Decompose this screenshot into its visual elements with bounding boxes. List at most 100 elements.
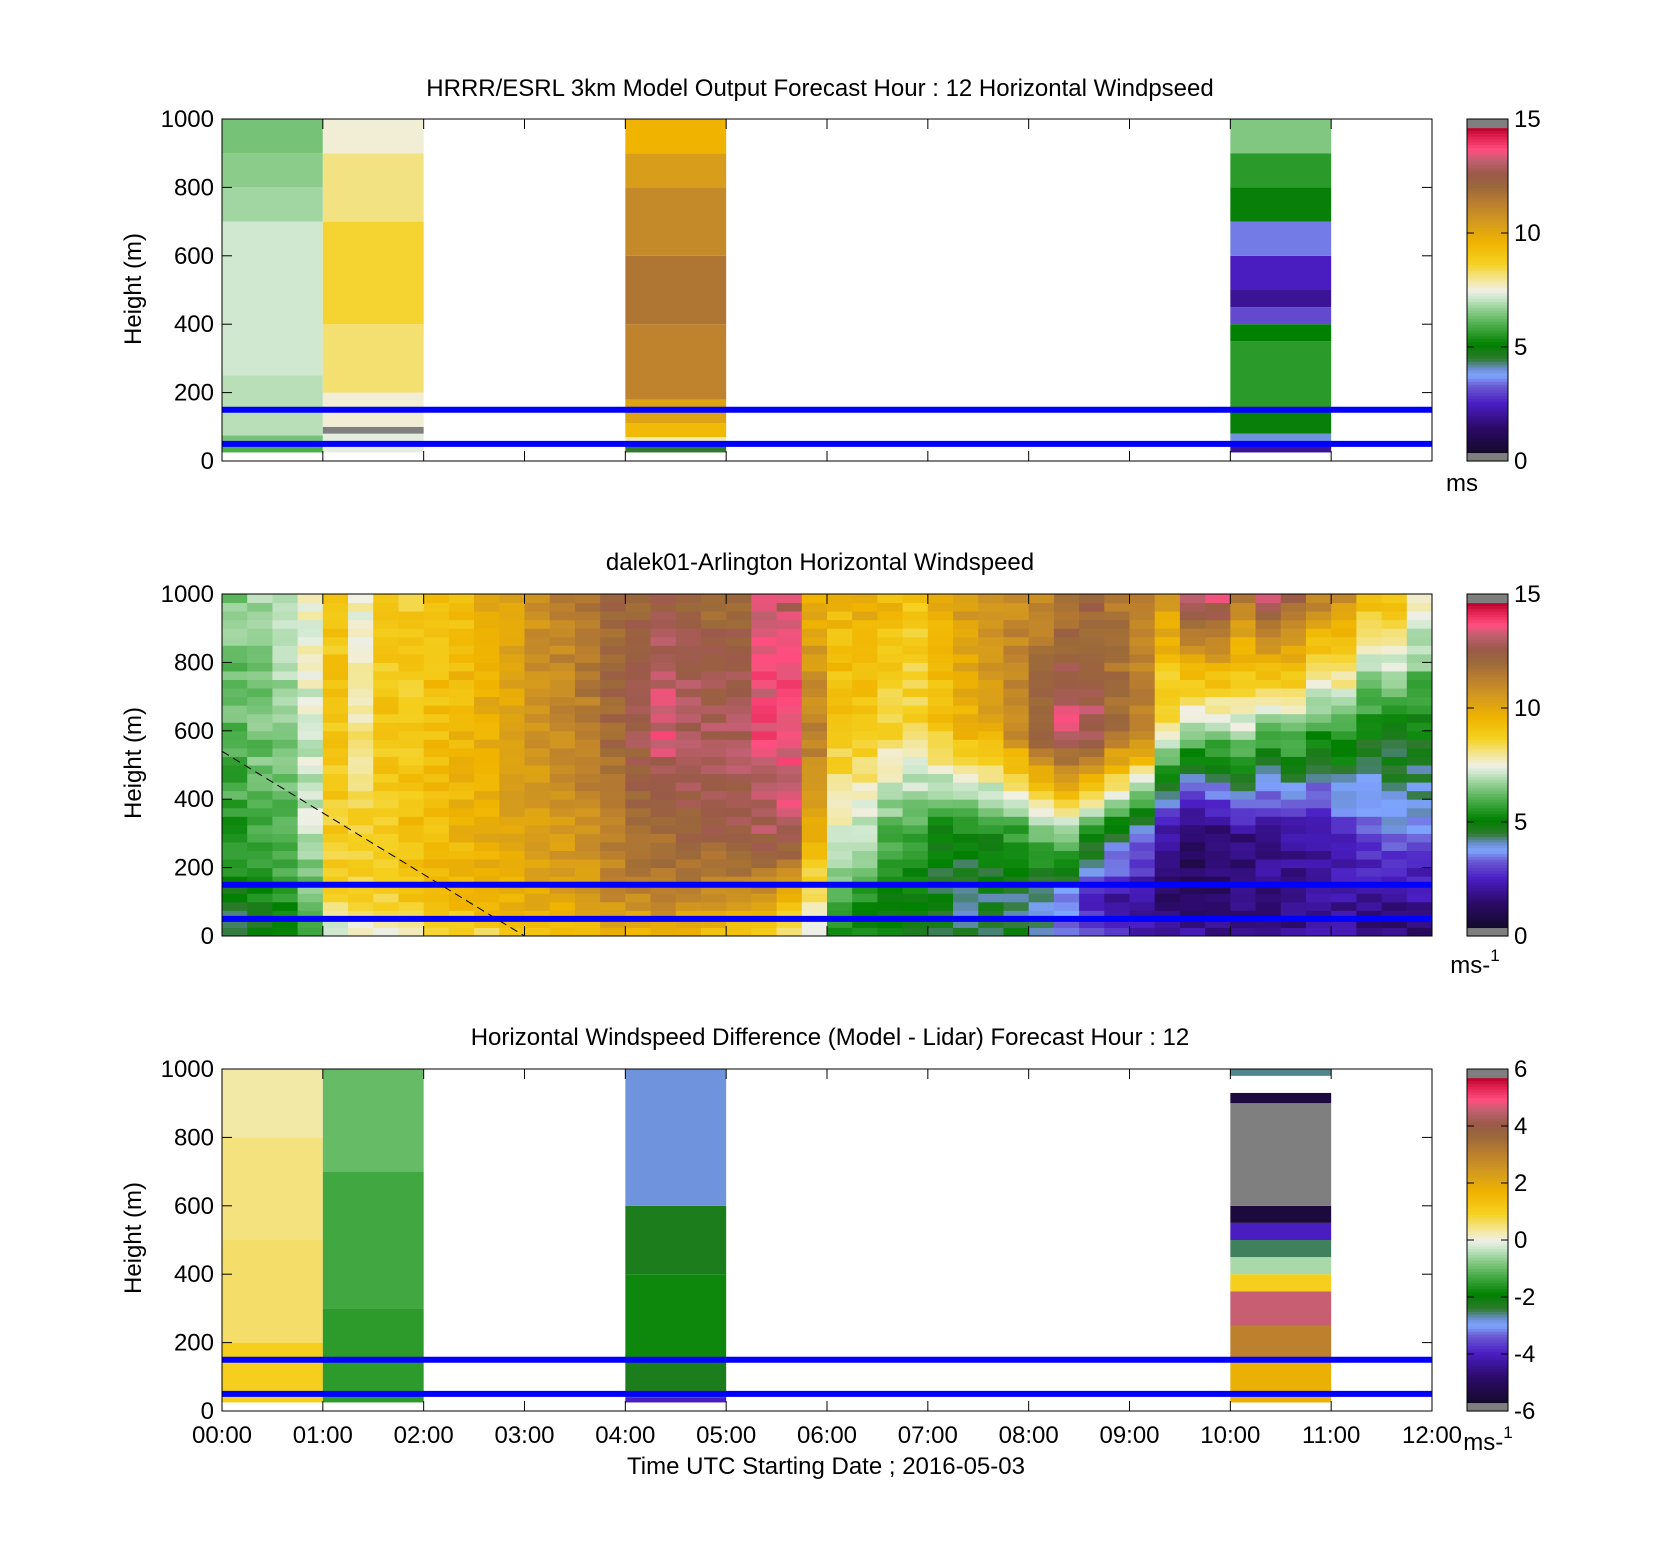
heatmap-cell [978, 628, 1004, 638]
heatmap-cell [801, 739, 828, 749]
heatmap-cell [574, 782, 601, 792]
heatmap-cell [297, 713, 324, 723]
colorbar-segment [1467, 613, 1508, 618]
heatmap-cell [1356, 910, 1383, 920]
heatmap-cell [398, 696, 425, 706]
colorbar-segment [1467, 807, 1508, 812]
heatmap-cell [1028, 816, 1055, 826]
colorbar-segment [1467, 1088, 1508, 1093]
colorbar-segment [1467, 412, 1508, 416]
heatmap-cell [222, 619, 248, 629]
heatmap-cell [600, 713, 626, 723]
heatmap-cell [373, 867, 399, 877]
heatmap-cell [448, 927, 475, 937]
heatmap-cell [1003, 645, 1030, 655]
heatmap-cell [1230, 324, 1332, 342]
heatmap-cell [398, 602, 425, 612]
colorbar-segment [1467, 1106, 1508, 1110]
heatmap-cell [1331, 602, 1357, 612]
heatmap-cell [927, 841, 954, 851]
heatmap-cell [927, 739, 954, 749]
heatmap-cell [1381, 611, 1408, 621]
heatmap-cell [902, 773, 929, 783]
heatmap-cell [297, 653, 324, 663]
heatmap-cell [1079, 816, 1105, 826]
heatmap-cell [574, 739, 601, 749]
heatmap-cell [348, 679, 374, 689]
heatmap-cell [474, 688, 500, 698]
colorbar-segment [1467, 1183, 1508, 1187]
heatmap-cell [1028, 756, 1055, 766]
heatmap-cell [1179, 876, 1206, 886]
heatmap-cell [625, 119, 727, 154]
heatmap-cell [1305, 705, 1332, 715]
heatmap-cell [1205, 696, 1231, 706]
heatmap-cell [852, 662, 878, 672]
heatmap-cell [1053, 653, 1080, 663]
y-axis-label: Height (m) [120, 707, 147, 819]
heatmap-cell [1381, 901, 1408, 911]
panel-lidar: dalek01-Arlington Horizontal Windspeed H… [120, 549, 1541, 979]
colorbar-segment [1467, 372, 1508, 377]
heatmap-cell [1230, 927, 1257, 937]
heatmap-cell [625, 653, 652, 663]
heatmap-cell [574, 790, 601, 800]
heatmap-cell [1331, 739, 1357, 749]
heatmap-cell [1305, 594, 1332, 604]
heatmap-cell [1053, 619, 1080, 629]
heatmap-cell [902, 713, 929, 723]
heatmap-cell [1003, 713, 1030, 723]
heatmap-cell [1205, 841, 1231, 851]
heatmap-cell [373, 918, 399, 928]
colorbar-segment [1467, 1202, 1508, 1207]
heatmap-cell [751, 773, 778, 783]
heatmap-cell [827, 884, 853, 894]
heatmap-cell [574, 918, 601, 928]
heatmap-cell [524, 918, 551, 928]
heatmap-cell [1356, 756, 1383, 766]
heatmap-cell [322, 611, 349, 621]
colorbar-segment [1467, 133, 1508, 137]
colorbar-segment [1467, 625, 1508, 629]
heatmap-cell [1053, 705, 1080, 715]
heatmap-cell [927, 619, 954, 629]
heatmap-cell [297, 688, 324, 698]
y-tick-label: 200 [174, 380, 214, 407]
heatmap-cell [398, 799, 425, 809]
heatmap-area [221, 118, 1433, 462]
heatmap-cell [373, 653, 399, 663]
colorbar-segment [1467, 432, 1508, 436]
heatmap-cell [398, 594, 425, 604]
colorbar-segment [1467, 645, 1508, 649]
colorbar-segment [1467, 793, 1508, 797]
heatmap-cell [1331, 799, 1357, 809]
heatmap-cell [776, 850, 803, 860]
heatmap-cell [625, 662, 652, 672]
heatmap-cell [1280, 824, 1307, 834]
heatmap-cell [625, 901, 652, 911]
colorbar-segment [1467, 1240, 1508, 1244]
colorbar-tick-label: -2 [1514, 1284, 1535, 1311]
heatmap-cell [222, 662, 248, 672]
heatmap-cell [322, 636, 349, 646]
heatmap-cell [423, 867, 450, 877]
colorbar-segment [1467, 1242, 1508, 1247]
heatmap-cell [877, 884, 904, 894]
heatmap-cell [902, 824, 929, 834]
colorbar-segment [1467, 318, 1508, 322]
heatmap-cell [398, 688, 425, 698]
heatmap-cell [272, 730, 299, 740]
heatmap-cell [423, 833, 450, 843]
heatmap-cell [1331, 773, 1357, 783]
heatmap-cell [222, 730, 248, 740]
heatmap-cell [1028, 910, 1055, 920]
heatmap-cell [222, 773, 248, 783]
heatmap-cell [776, 773, 803, 783]
heatmap-cell [650, 696, 677, 706]
heatmap-cell [448, 662, 475, 672]
heatmap-cell [978, 918, 1004, 928]
heatmap-cell [1053, 628, 1080, 638]
heatmap-cell [1406, 859, 1433, 869]
heatmap-cell [650, 594, 677, 604]
heatmap-cell [1104, 679, 1130, 689]
